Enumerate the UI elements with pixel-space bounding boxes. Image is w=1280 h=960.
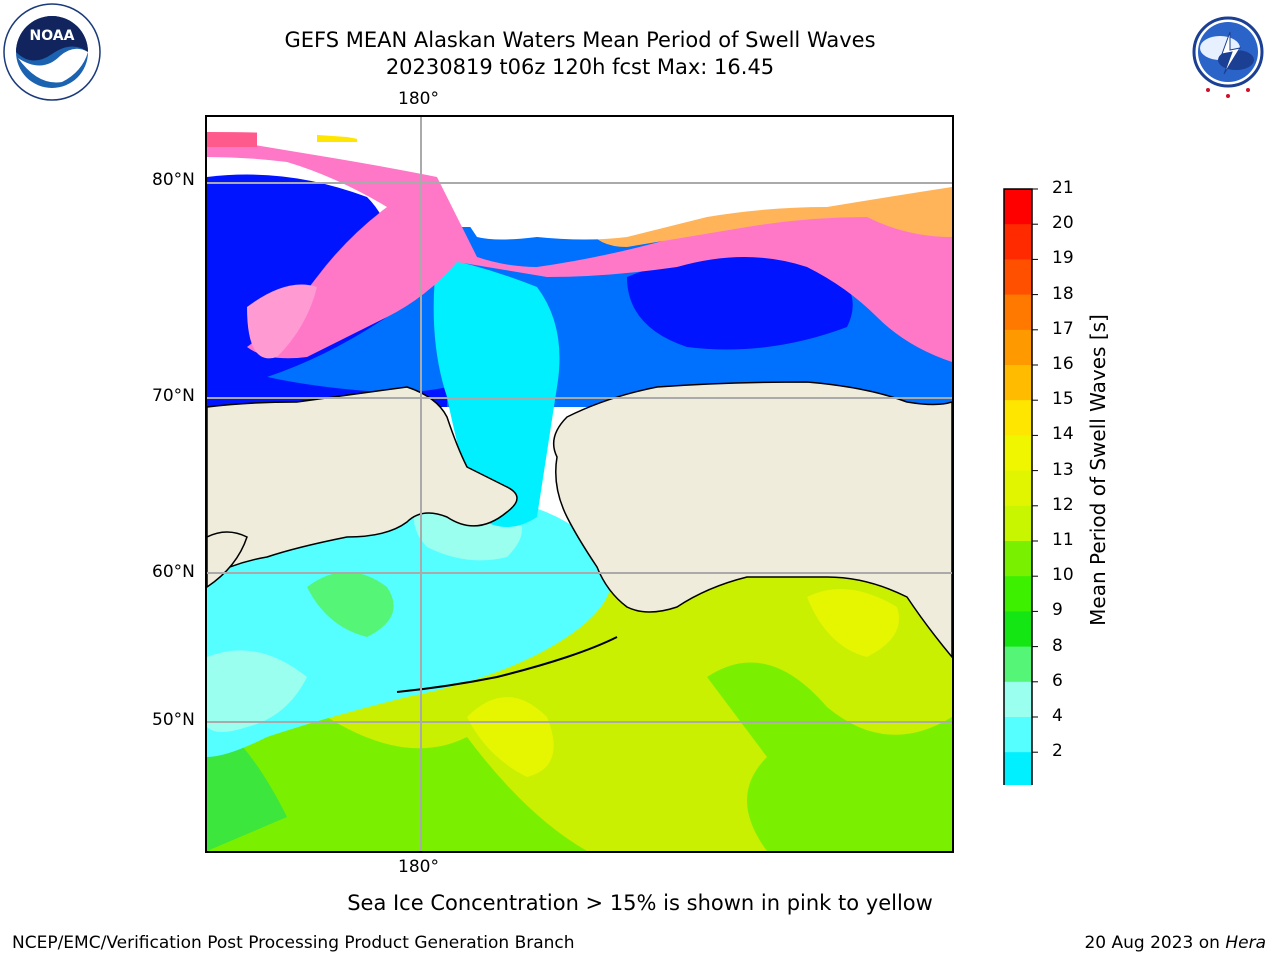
lat-label-80: 80°N — [152, 170, 195, 190]
colorbar-tick-label: 18 — [1052, 283, 1074, 304]
colorbar-segment — [1004, 646, 1032, 683]
colorbar — [1000, 185, 1040, 852]
swell-period-map — [207, 117, 952, 851]
colorbar-segment — [1004, 400, 1032, 436]
colorbar-svg — [1003, 188, 1038, 852]
colorbar-segment — [1004, 681, 1032, 718]
colorbar-segment — [1004, 435, 1032, 472]
siberia-land — [207, 386, 518, 578]
lat-label-60: 60°N — [152, 562, 195, 582]
footer-credit: NCEP/EMC/Verification Post Processing Pr… — [12, 933, 575, 953]
colorbar-tick-label: 15 — [1052, 389, 1074, 410]
footer-host: Hera — [1225, 933, 1266, 953]
chart-subtitle: 20230819 t06z 120h fcst Max: 16.45 — [385, 55, 775, 79]
colorbar-tick-label: 20 — [1052, 213, 1074, 234]
colorbar-segment — [1004, 576, 1032, 612]
lat-label-70: 70°N — [152, 386, 195, 406]
colorbar-segment — [1004, 470, 1032, 507]
map-panel — [205, 115, 954, 853]
colorbar-tick-label: 2 — [1052, 741, 1063, 762]
colorbar-tick-label: 9 — [1052, 600, 1063, 621]
colorbar-tick-label: 10 — [1052, 565, 1074, 586]
colorbar-segment — [1004, 541, 1032, 577]
colorbar-segment — [1004, 224, 1032, 260]
colorbar-tick-label: 21 — [1052, 178, 1074, 198]
bering-sea-field — [207, 497, 612, 757]
colorbar-tick-label: 17 — [1052, 318, 1074, 339]
colorbar-segment — [1004, 611, 1032, 648]
colorbar-segment — [1004, 259, 1032, 296]
lon-label-top: 180° — [398, 89, 439, 109]
colorbar-tick-label: 13 — [1052, 459, 1074, 480]
colorbar-label: Mean Period of Swell Waves [s] — [1086, 314, 1110, 626]
colorbar-tick-label: 4 — [1052, 706, 1063, 726]
colorbar-segment — [1004, 752, 1032, 788]
colorbar-tick-label: 11 — [1052, 530, 1074, 550]
sea-ice-note: Sea Ice Concentration > 15% is shown in … — [347, 891, 933, 915]
colorbar-segment — [1004, 365, 1032, 401]
colorbar-tick-label: 19 — [1052, 248, 1074, 269]
footer-date: 20 Aug 2023 on Hera — [1084, 933, 1266, 953]
noaa-logo-icon: NOAA — [2, 2, 102, 102]
colorbar-tick-label: 12 — [1052, 494, 1074, 515]
colorbar-segment — [1004, 717, 1032, 753]
colorbar-segment — [1004, 294, 1032, 331]
colorbar-tick-label: 16 — [1052, 354, 1074, 374]
noaa-logo-text: NOAA — [30, 28, 75, 44]
chart-title: GEFS MEAN Alaskan Waters Mean Period of … — [284, 28, 876, 52]
lat-label-50: 50°N — [152, 710, 195, 730]
colorbar-tick-label: 8 — [1052, 635, 1063, 656]
colorbar-tick-label: 6 — [1052, 670, 1063, 691]
nws-logo-icon — [1178, 2, 1278, 102]
colorbar-segment — [1004, 505, 1032, 542]
colorbar-segment — [1004, 189, 1032, 225]
colorbar-tick-label: 14 — [1052, 424, 1074, 445]
footer-date-text: 20 Aug 2023 on — [1084, 933, 1226, 953]
alaska-land — [552, 381, 952, 659]
colorbar-segment — [1004, 329, 1032, 366]
sea-ice-field — [207, 137, 952, 362]
lon-label-bottom: 180° — [398, 857, 439, 877]
